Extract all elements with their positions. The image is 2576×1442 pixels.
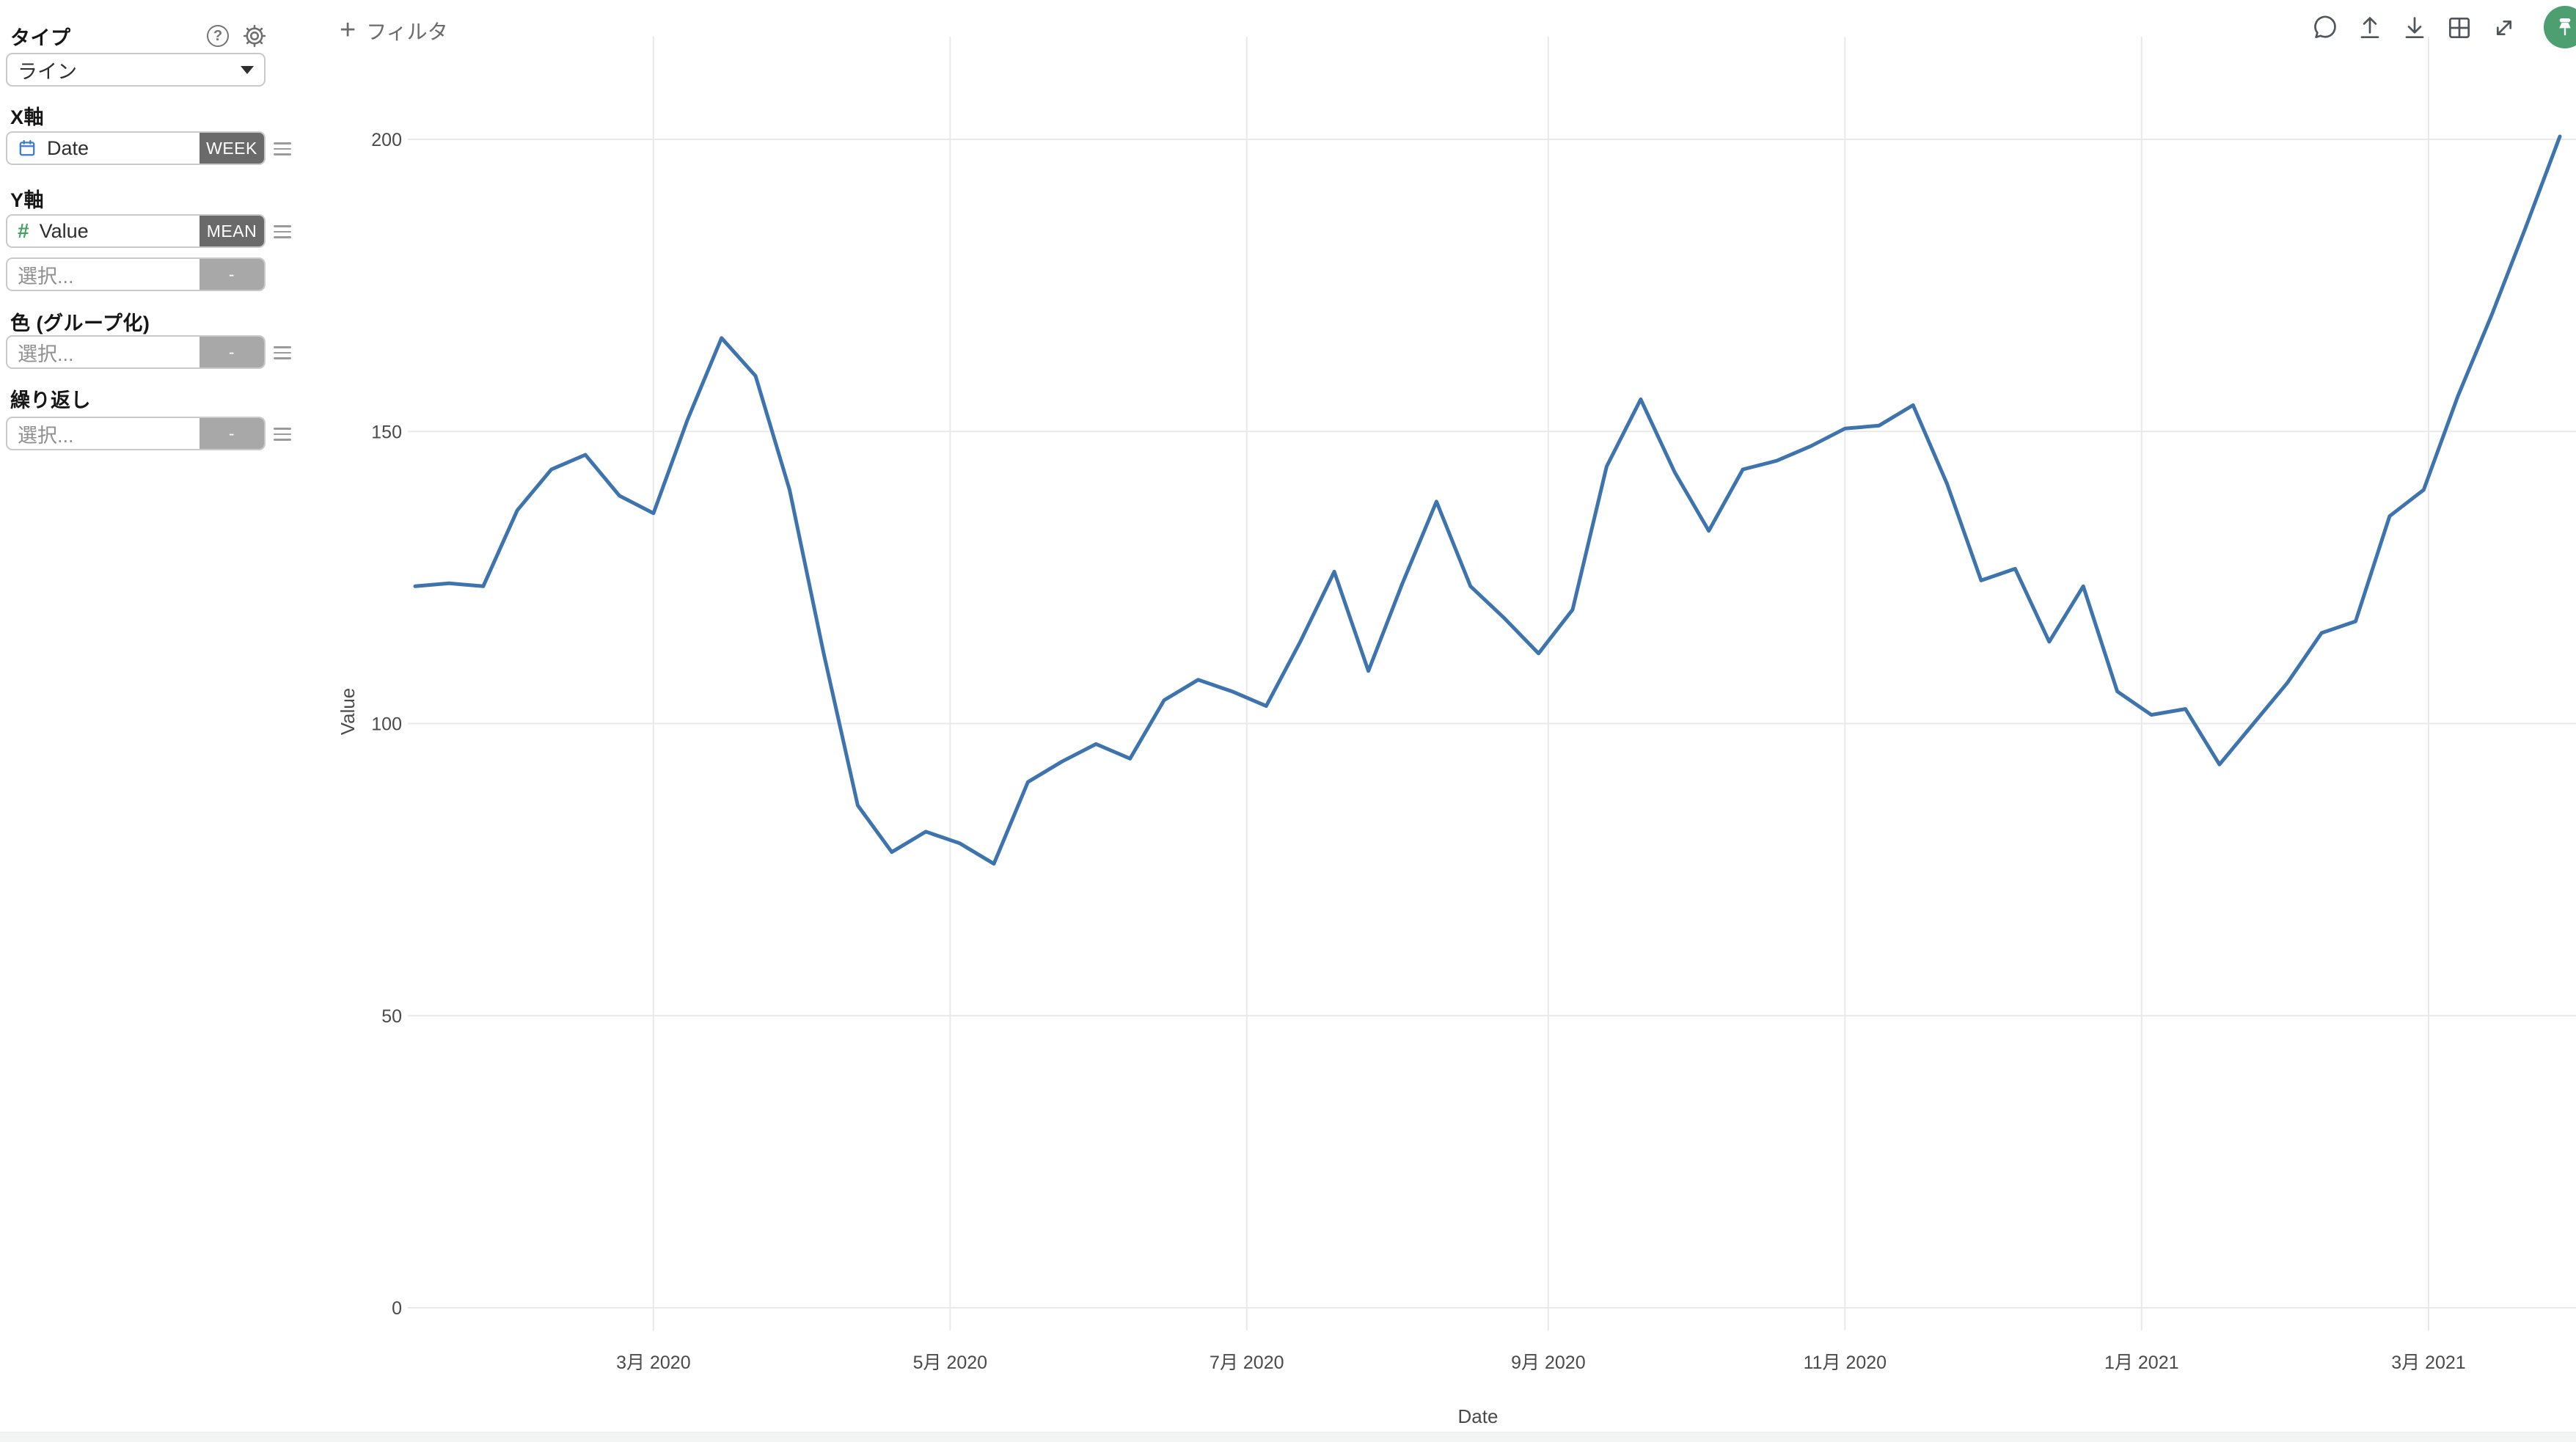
x-tick-label: 9月 2020 bbox=[1511, 1353, 1585, 1373]
x-bucket-badge[interactable]: WEEK bbox=[200, 133, 264, 164]
repeat-field-drag-handle[interactable] bbox=[274, 428, 291, 441]
chevron-down-icon bbox=[241, 65, 254, 74]
y-field-name: Value bbox=[39, 219, 89, 242]
x-axis-label: X軸 bbox=[10, 106, 45, 128]
color-placeholder: 選択... bbox=[18, 343, 74, 365]
repeat-label: 繰り返し bbox=[10, 389, 91, 411]
comment-icon[interactable] bbox=[2310, 13, 2340, 43]
number-hash-icon: # bbox=[18, 219, 29, 242]
chart-actions-toolbar bbox=[2310, 13, 2519, 43]
type-label: タイプ bbox=[10, 27, 71, 49]
settings-gear-icon[interactable] bbox=[242, 23, 267, 48]
y-agg-badge[interactable]: MEAN bbox=[200, 216, 264, 246]
help-icon[interactable]: ? bbox=[207, 25, 229, 47]
color-group-label: 色 (グループ化) bbox=[10, 312, 150, 334]
y-tick-label: 200 bbox=[371, 130, 402, 150]
y-axis-title: Value bbox=[337, 688, 359, 736]
color-group-field[interactable]: 選択... - bbox=[6, 335, 266, 369]
x-field-drag-handle[interactable] bbox=[274, 142, 291, 155]
x-tick-label: 3月 2020 bbox=[616, 1353, 690, 1373]
y-axis-add-field[interactable]: 選択... - bbox=[6, 257, 266, 291]
x-tick-label: 11月 2020 bbox=[1804, 1353, 1887, 1373]
y-axis-field[interactable]: # Value MEAN bbox=[6, 214, 266, 248]
color-empty-badge: - bbox=[200, 337, 264, 367]
download-icon[interactable] bbox=[2400, 13, 2429, 43]
x-tick-label: 1月 2021 bbox=[2104, 1353, 2178, 1373]
chart-type-select[interactable]: ライン bbox=[6, 53, 266, 87]
y-tick-label: 50 bbox=[381, 1006, 402, 1027]
add-filter-button[interactable]: + フィルタ bbox=[340, 16, 448, 45]
add-filter-label: フィルタ bbox=[366, 21, 448, 43]
value-series-line bbox=[413, 134, 2562, 866]
calendar-icon bbox=[19, 139, 35, 156]
x-axis-field[interactable]: Date WEEK bbox=[6, 131, 266, 165]
plus-icon: + bbox=[340, 14, 356, 45]
x-tick-label: 5月 2020 bbox=[913, 1353, 987, 1373]
repeat-placeholder: 選択... bbox=[18, 424, 74, 447]
y-tick-label: 0 bbox=[392, 1298, 402, 1319]
y-tick-label: 100 bbox=[371, 714, 402, 735]
y-axis-label: Y軸 bbox=[10, 189, 45, 211]
horizontal-scrollbar-track[interactable] bbox=[0, 1432, 2576, 1442]
x-tick-label: 7月 2020 bbox=[1210, 1353, 1284, 1373]
x-axis-title: Date bbox=[1458, 1405, 1499, 1427]
x-tick-label: 3月 2021 bbox=[2391, 1353, 2465, 1373]
expand-icon[interactable] bbox=[2489, 13, 2519, 43]
y-field-drag-handle[interactable] bbox=[274, 225, 291, 238]
y-add-empty-badge: - bbox=[200, 259, 264, 290]
y-add-placeholder: 選択... bbox=[18, 265, 74, 288]
visualization-settings-sidebar: タイプ ? ライン X軸 Date WEEK Y軸 # bbox=[0, 0, 293, 1442]
repeat-field[interactable]: 選択... - bbox=[6, 417, 266, 450]
color-field-drag-handle[interactable] bbox=[274, 346, 291, 359]
x-field-name: Date bbox=[47, 136, 89, 159]
chart-type-value: ライン bbox=[18, 60, 77, 83]
repeat-empty-badge: - bbox=[200, 418, 264, 449]
y-tick-label: 150 bbox=[371, 422, 402, 442]
user-avatar-pin[interactable] bbox=[2544, 6, 2576, 48]
pushpin-icon bbox=[2559, 18, 2571, 36]
upload-icon[interactable] bbox=[2355, 13, 2385, 43]
table-grid-icon[interactable] bbox=[2445, 13, 2474, 43]
